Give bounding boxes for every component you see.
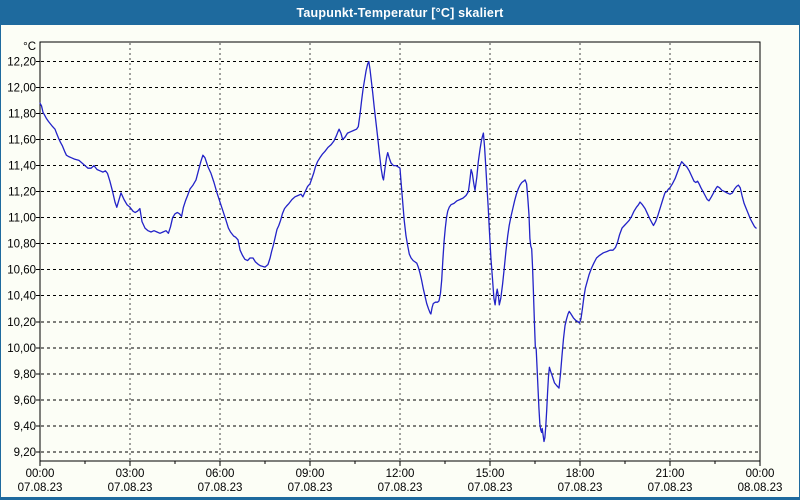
- y-axis-tick-label: 10,20: [7, 317, 36, 329]
- x-axis-time-label: 00:00: [26, 468, 55, 480]
- x-axis-time-label: 09:00: [296, 468, 325, 480]
- x-axis-date-label: 07.08.23: [378, 482, 423, 494]
- y-axis-tick-label: 11,60: [8, 135, 36, 147]
- y-axis-tick-label: 11,40: [8, 161, 36, 173]
- y-axis-tick-label: 10,80: [7, 239, 36, 251]
- y-axis-tick-label: 10,40: [7, 291, 36, 303]
- x-axis-time-label: 15:00: [476, 468, 505, 480]
- x-axis-date-label: 08.08.23: [738, 482, 783, 494]
- x-axis-date-label: 07.08.23: [108, 482, 153, 494]
- chart-canvas: 12,20 12,00 11,80 11,60 11,40 11,20 11,00 10,80…: [1, 25, 799, 497]
- y-axis-tick-label: 11,00: [8, 213, 36, 225]
- y-axis-tick-label: 9,20: [14, 447, 36, 459]
- x-axis-time-label: 21:00: [656, 468, 685, 480]
- x-axis-date-label: 07.08.23: [558, 482, 603, 494]
- x-axis-time-label: 18:00: [566, 468, 595, 480]
- y-axis-tick-label: 11,80: [8, 109, 36, 121]
- y-axis-tick-label: 10,60: [7, 265, 36, 277]
- temperature-chart: 12,20 12,00 11,80 11,60 11,40 11,20 11,00 10,80…: [7, 41, 783, 494]
- y-axis-tick-label: 9,80: [14, 369, 36, 381]
- x-axis-date-label: 07.08.23: [288, 482, 333, 494]
- x-axis-date-label: 07.08.23: [18, 482, 63, 494]
- temperature-line: [39, 60, 757, 443]
- x-axis-time-label: 06:00: [206, 468, 235, 480]
- window-titlebar: Taupunkt-Temperatur [°C] skaliert: [1, 1, 799, 25]
- x-axis-date-label: 07.08.23: [648, 482, 693, 494]
- y-axis-tick-label: 9,40: [14, 421, 36, 433]
- x-axis-time-label: 12:00: [386, 468, 415, 480]
- y-axis-tick-label: 10,00: [7, 343, 36, 355]
- x-axis-date-label: 07.08.23: [468, 482, 513, 494]
- y-axis-tick-label: 12,20: [7, 57, 36, 69]
- x-axis-date-label: 07.08.23: [198, 482, 243, 494]
- x-axis-time-label: 03:00: [116, 468, 145, 480]
- y-axis-tick-label: 12,00: [7, 83, 36, 95]
- y-axis-tick-label: 11,20: [8, 187, 36, 199]
- x-axis-time-label: 00:00: [746, 468, 775, 480]
- y-axis-unit-label: °C: [23, 41, 36, 53]
- y-axis-tick-label: 9,60: [14, 395, 36, 407]
- window-title: Taupunkt-Temperatur [°C] skaliert: [296, 6, 504, 20]
